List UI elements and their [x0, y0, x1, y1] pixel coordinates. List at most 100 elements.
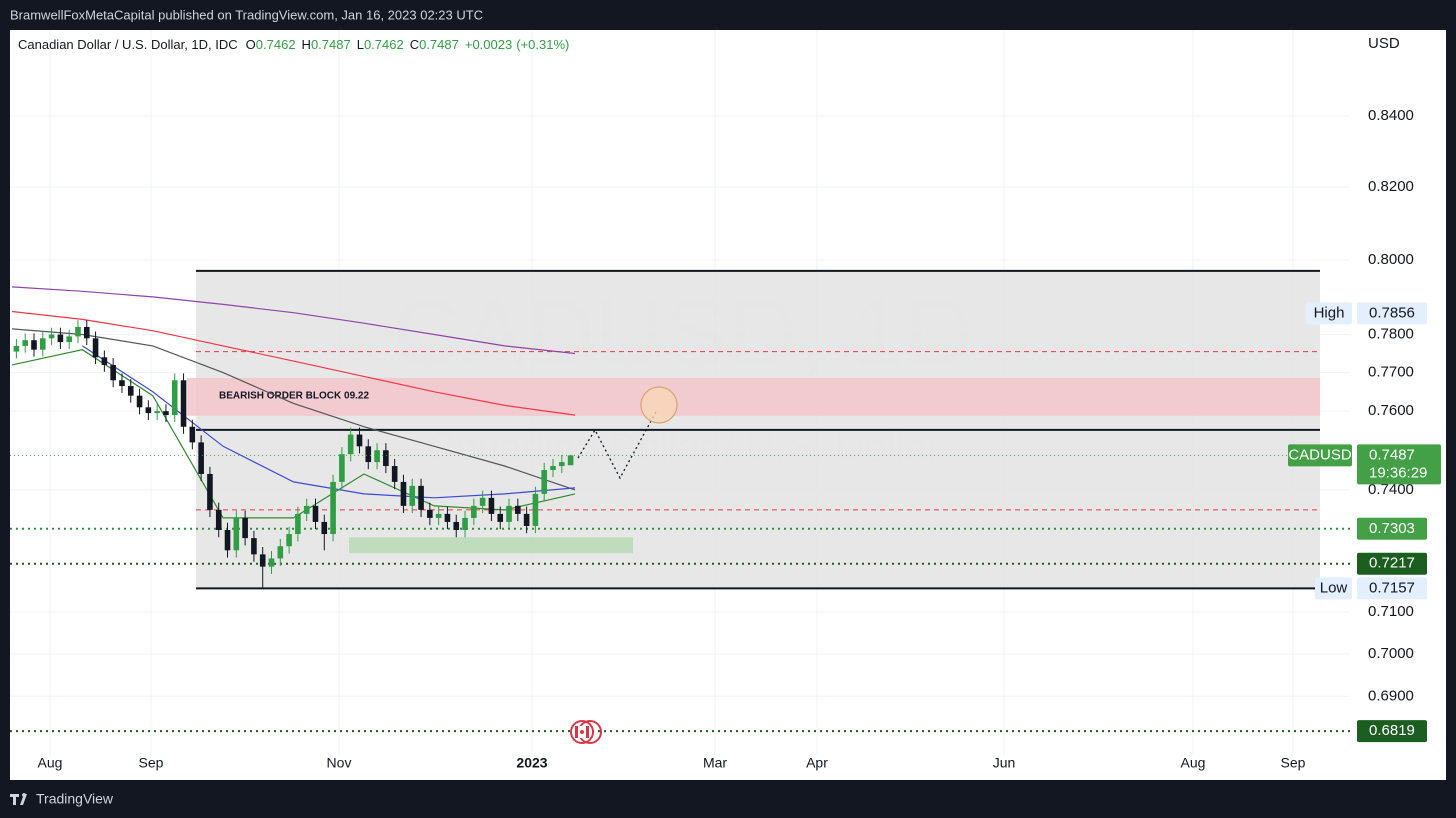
- ohlc-value: 0.7462: [256, 37, 296, 52]
- candle-body: [391, 466, 398, 482]
- publisher-line: BramwellFoxMetaCapital published on Trad…: [10, 7, 483, 22]
- price-value: 0.7217: [1369, 555, 1415, 572]
- candle-body: [453, 521, 460, 531]
- y-tick-label: 0.7000: [1368, 645, 1414, 662]
- symbol-title: Canadian Dollar / U.S. Dollar, 1D, IDC: [18, 37, 238, 52]
- candle-body: [383, 450, 389, 467]
- x-tick-label: Jun: [993, 755, 1016, 771]
- price-value: 0.6819: [1369, 722, 1415, 739]
- price-box: [1357, 577, 1427, 600]
- y-tick-label: 0.7400: [1368, 481, 1414, 498]
- candle-body: [171, 380, 178, 416]
- change-pct: (+0.31%): [516, 37, 569, 52]
- price-box: [1357, 720, 1427, 743]
- price-name-box: [1306, 302, 1352, 325]
- candle-body: [22, 340, 28, 346]
- flag-band: [586, 726, 589, 738]
- candle-body: [532, 493, 539, 526]
- price-name-box: [1315, 577, 1352, 600]
- candle-body: [312, 505, 319, 522]
- zone: [187, 377, 1320, 416]
- candle-body: [559, 462, 565, 467]
- moving-average: [11, 328, 576, 491]
- ohlc-value: 0.7462: [364, 37, 404, 52]
- price-value: 0.7856: [1369, 304, 1415, 321]
- candle-body: [198, 442, 204, 474]
- candle-body: [479, 497, 486, 506]
- candle-body: [427, 509, 433, 518]
- candle-body: [242, 517, 248, 539]
- candle-body: [356, 434, 363, 447]
- candle-body: [268, 558, 275, 567]
- price-value: 0.7157: [1369, 579, 1415, 596]
- y-tick-label: 0.8200: [1368, 178, 1414, 195]
- zone: [349, 537, 633, 554]
- candle-body: [92, 338, 99, 358]
- candle-body: [66, 336, 72, 343]
- x-tick-label: Sep: [1281, 755, 1306, 771]
- x-tick-label: Aug: [38, 755, 63, 771]
- candle-body: [31, 340, 37, 350]
- candle-body: [224, 530, 231, 551]
- price-name: High: [1314, 304, 1345, 321]
- candle-body: [277, 546, 284, 559]
- ohlc-value: 0.7487: [311, 37, 351, 52]
- y-tick-label: 0.8400: [1368, 107, 1414, 124]
- projection-path: [577, 409, 658, 480]
- candle-body: [101, 357, 108, 365]
- logo-mark: [10, 793, 27, 805]
- y-tick-label: 0.7700: [1368, 364, 1414, 381]
- y-tick-label: 0.7600: [1368, 402, 1414, 419]
- candle-body: [321, 521, 328, 535]
- moving-average: [82, 345, 576, 499]
- x-tick-label: Aug: [1181, 755, 1206, 771]
- ohlc-label: L: [357, 37, 364, 52]
- price-name-box: [1288, 444, 1352, 467]
- candle-body: [39, 338, 46, 350]
- candle-body: [145, 407, 152, 414]
- candle-body: [409, 485, 416, 506]
- candle-body: [75, 326, 81, 337]
- candle-body: [374, 450, 380, 463]
- ohlc-value: 0.7487: [419, 37, 459, 52]
- target-circle: [640, 386, 678, 424]
- candle-body: [488, 497, 495, 514]
- price-box: [1357, 517, 1427, 540]
- candle-body: [259, 554, 266, 567]
- x-tick-label: Nov: [327, 755, 352, 771]
- price-box: [1357, 552, 1427, 575]
- candle-body: [550, 466, 556, 470]
- price-name: CADUSD: [1288, 446, 1352, 463]
- plot-layer: CADUSD, 1DCanadian Dollar / U.S. DollarB…: [10, 30, 1350, 755]
- candle-body: [462, 517, 468, 531]
- candle-body: [286, 534, 292, 547]
- flag-leaf: [580, 730, 584, 734]
- candle-body: [295, 513, 301, 535]
- footer-brand: TradingView: [36, 791, 114, 807]
- ohlc-label: C: [410, 37, 419, 52]
- candle-body: [444, 513, 451, 522]
- y-tick-label: 0.7800: [1368, 325, 1414, 342]
- candle-body: [57, 334, 64, 343]
- price-box: [1357, 302, 1427, 325]
- candle-body: [233, 517, 240, 551]
- candle-body: [567, 455, 574, 466]
- moving-average: [11, 286, 576, 355]
- candle-body: [189, 426, 196, 443]
- flag-band: [575, 726, 578, 738]
- logo: TradingView: [10, 791, 114, 807]
- candle-body: [180, 380, 187, 427]
- candle-body: [136, 395, 143, 408]
- x-tick-label: Apr: [806, 755, 828, 771]
- candle-body: [163, 411, 169, 416]
- candle-body: [251, 538, 257, 555]
- candle-body: [119, 380, 125, 387]
- x-tick-label: Mar: [703, 755, 727, 771]
- candle-body: [497, 513, 504, 522]
- price-value: 0.7303: [1369, 520, 1415, 537]
- price-value: 0.7487: [1369, 446, 1415, 463]
- ohlc-label: O: [246, 37, 256, 52]
- candle-body: [365, 446, 372, 463]
- change: +0.0023: [465, 37, 512, 52]
